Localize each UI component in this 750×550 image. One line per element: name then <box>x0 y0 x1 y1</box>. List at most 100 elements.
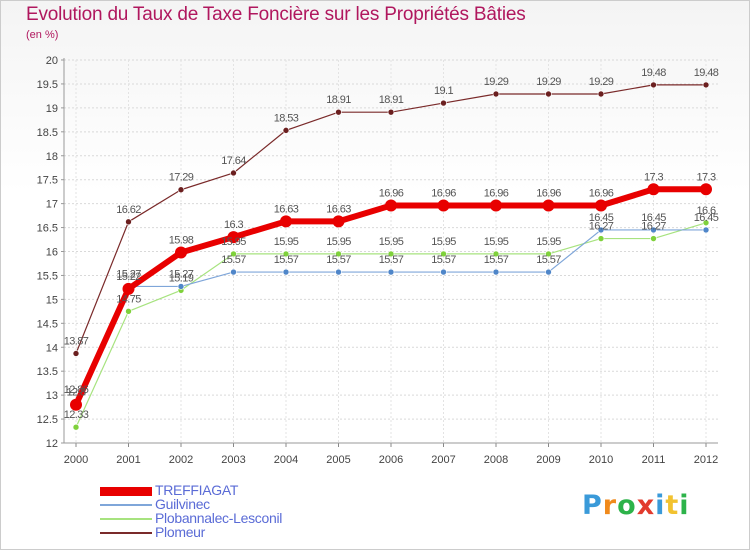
point-plobannalec-lesconil <box>702 219 710 227</box>
x-tick-label: 2008 <box>484 454 508 466</box>
legend: TREFFIAGAT Guilvinec Plobannalec-Lesconi… <box>100 482 360 540</box>
legend-label-guilvinec: Guilvinec <box>155 496 210 512</box>
point-plobannalec-lesconil <box>72 423 80 431</box>
y-tick-label: 14 <box>46 342 58 354</box>
data-label-plomeur: 17.64 <box>221 155 246 167</box>
point-guilvinec <box>597 226 605 234</box>
y-tick-label: 14.5 <box>37 318 58 330</box>
data-label-guilvinec: 16.45 <box>694 212 719 224</box>
data-label-treffiagat: 15.98 <box>169 234 194 246</box>
data-label-treffiagat: 16.96 <box>484 188 509 200</box>
data-label-guilvinec: 12.86 <box>64 384 89 396</box>
data-label-plomeur: 18.91 <box>379 94 404 106</box>
data-label-plomeur: 19.29 <box>484 76 509 88</box>
point-plobannalec-lesconil <box>125 308 132 315</box>
point-plomeur <box>387 108 395 116</box>
data-label-plobannalec-lesconil: 15.95 <box>431 236 456 248</box>
point-treffiagat <box>280 215 292 228</box>
data-label-plomeur: 18.91 <box>326 94 351 106</box>
point-treffiagat <box>490 199 502 212</box>
point-plobannalec-lesconil <box>282 250 290 258</box>
point-guilvinec <box>177 283 185 290</box>
data-label-treffiagat: 16.96 <box>431 188 456 200</box>
logo-letter: P <box>582 490 603 521</box>
y-tick-label: 12.5 <box>37 414 58 426</box>
x-tick-label: 2000 <box>64 454 88 466</box>
point-plomeur <box>125 218 132 226</box>
point-plomeur <box>492 90 500 98</box>
point-plomeur <box>282 127 290 134</box>
y-tick-label: 20 <box>46 55 58 67</box>
point-treffiagat <box>542 199 555 212</box>
legend-item-plobannalec-lesconil: Plobannalec-Lesconil <box>100 510 360 526</box>
data-label-treffiagat: 16.96 <box>589 188 614 200</box>
chart-series <box>70 81 712 431</box>
logo-letter: r <box>602 490 618 521</box>
data-label-plomeur: 19.48 <box>694 67 719 79</box>
point-treffiagat <box>70 398 82 411</box>
data-label-guilvinec: 15.27 <box>169 268 194 280</box>
point-guilvinec <box>282 268 290 276</box>
point-guilvinec <box>335 268 342 276</box>
chart-axes: 12 12.5 13 13.5 14 14.5 15 15.5 16 16.5 17 17.5 18 18… <box>37 55 719 466</box>
x-tick-label: 2011 <box>642 454 666 466</box>
proxiti-logo: Proxiti <box>582 490 690 521</box>
data-label-plomeur: 19.48 <box>641 67 666 79</box>
y-tick-label: 15 <box>46 294 58 306</box>
data-labels: 13.87 16.62 17.29 17.64 18.53 18.91 18.91 19.1 1… <box>64 67 720 421</box>
data-label-guilvinec: 15.57 <box>431 254 456 266</box>
y-tick-label: 19.5 <box>37 79 58 91</box>
x-tick-label: 2010 <box>589 454 613 466</box>
legend-label-treffiagat: TREFFIAGAT <box>155 482 239 498</box>
x-tick-label: 2001 <box>116 454 140 466</box>
chart-grid <box>64 59 718 444</box>
point-treffiagat <box>595 199 607 212</box>
x-tick-label: 2003 <box>221 454 245 466</box>
point-plomeur <box>72 350 80 357</box>
point-plomeur <box>177 186 185 194</box>
data-label-treffiagat: 16.96 <box>379 188 404 200</box>
x-tick-label: 2005 <box>326 454 350 466</box>
y-tick-label: 18 <box>46 151 58 163</box>
data-label-plomeur: 19.29 <box>536 76 561 88</box>
point-plobannalec-lesconil <box>335 250 342 258</box>
y-tick-label: 18.5 <box>37 127 58 139</box>
data-label-plomeur: 19.29 <box>589 76 614 88</box>
x-tick-label: 2006 <box>379 454 403 466</box>
y-tick-label: 13 <box>46 390 58 402</box>
point-treffiagat <box>700 183 712 196</box>
chart-title: Evolution du Taux de Taxe Foncière sur l… <box>26 4 526 25</box>
data-label-treffiagat: 16.63 <box>326 203 351 215</box>
point-treffiagat <box>437 199 450 212</box>
y-tick-label: 15.5 <box>37 270 58 282</box>
data-label-plobannalec-lesconil: 15.95 <box>274 236 299 248</box>
point-plomeur <box>335 108 342 116</box>
point-plobannalec-lesconil <box>387 250 395 258</box>
point-plomeur <box>597 90 605 98</box>
data-label-treffiagat: 17.3 <box>696 171 715 183</box>
data-label-plobannalec-lesconil: 15.95 <box>536 236 561 248</box>
point-plobannalec-lesconil <box>597 235 605 242</box>
y-tick-label: 16 <box>46 247 58 259</box>
point-treffiagat <box>175 246 187 259</box>
x-tick-label: 2009 <box>536 454 560 466</box>
data-label-guilvinec: 16.45 <box>589 212 614 224</box>
y-tick-label: 12 <box>46 438 58 450</box>
point-treffiagat <box>647 183 660 196</box>
point-treffiagat <box>385 199 397 212</box>
y-tick-label: 13.5 <box>37 366 58 378</box>
point-plobannalec-lesconil <box>230 250 237 258</box>
data-label-plobannalec-lesconil: 16.6 <box>696 205 715 217</box>
data-label-plobannalec-lesconil: 15.95 <box>326 236 351 248</box>
logo-letter: i <box>655 490 666 521</box>
data-label-treffiagat: 16.96 <box>536 188 561 200</box>
y-axis-unit: (en %) <box>26 29 59 41</box>
point-guilvinec <box>545 268 552 276</box>
data-label-treffiagat: 15.22 <box>116 271 141 283</box>
data-label-guilvinec: 15.57 <box>379 254 404 266</box>
point-plomeur <box>545 90 552 98</box>
legend-label-plobannalec-lesconil: Plobannalec-Lesconil <box>155 510 283 526</box>
legend-swatch-guilvinec <box>100 504 152 506</box>
x-tick-label: 2012 <box>694 454 718 466</box>
